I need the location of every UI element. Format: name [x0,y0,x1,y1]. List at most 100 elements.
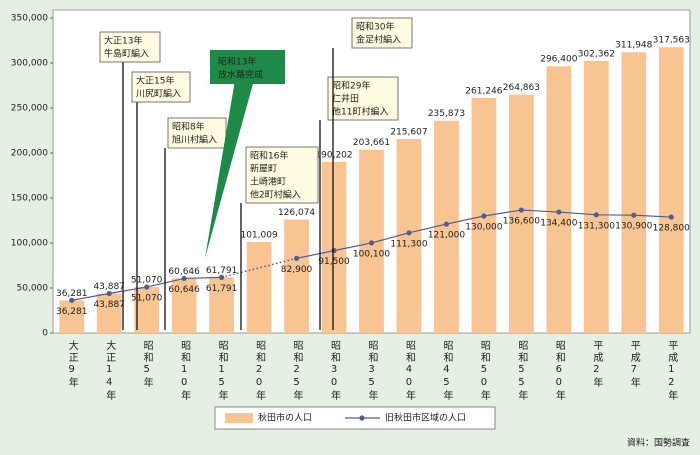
bar-label: 36,281 [56,289,88,299]
bar-label: 61,791 [206,266,238,276]
legend-label: 旧秋田市区域の人口 [385,412,466,424]
annotation-text: 大正15年 [136,75,174,87]
point-label: 130,900 [615,222,652,232]
gap-connector [221,257,297,279]
bar [509,94,534,334]
bar [284,219,309,333]
annotation-text: 他2町村編入 [250,189,301,201]
bar [583,60,609,333]
annotation-text: 他11町村編入 [332,106,388,118]
callout-box [210,50,285,84]
bar-label: 311,948 [615,41,652,51]
x-tick-label: 昭和20年 [254,340,266,402]
point-label: 91,500 [318,257,350,267]
bar-label: 235,873 [428,109,465,119]
bar [621,52,647,334]
point-label: 134,400 [540,219,577,229]
bar-label: 215,607 [390,127,427,137]
annotation-text: 昭和13年 [218,56,256,68]
annotation-text: 昭和30年 [356,21,394,33]
source: 資料：国勢調査 [627,437,690,449]
x-tick-label: 昭和55年 [516,340,528,402]
bar [209,277,234,333]
point-label: 60,646 [168,285,200,295]
point-label: 100,100 [353,249,390,259]
y-tick-label: 100,000 [11,239,48,249]
bar-label: 203,661 [353,138,390,148]
point [406,230,412,236]
annotation-text: 新屋町 [250,163,277,175]
x-tick-label: 昭和45年 [441,340,453,402]
annotation-box [351,17,413,49]
callout-pointer [205,80,254,258]
x-tick-label: 大正9年 [66,339,78,389]
x-tick-label: 昭和60年 [553,340,565,402]
y-tick-label: 50,000 [17,284,49,294]
annotation-text: 放水路完成 [218,69,263,81]
point-label: 128,800 [653,224,690,234]
bar [321,161,347,333]
x-tick-label: 大正14年 [104,339,116,402]
point-label: 51,070 [131,294,163,304]
x-tick-label: 平成12年 [666,340,678,402]
point [481,213,487,219]
annotation-box [327,76,399,121]
annotation-text: 仁井田 [332,93,359,105]
x-tick-label: 昭和15年 [216,340,228,402]
x-tick-label: 昭和25年 [291,340,303,402]
y-tick-label: 0 [42,329,48,339]
point [593,212,599,218]
x-tick-label: 昭和5年 [141,340,153,389]
point-label: 36,281 [56,307,88,317]
point [219,274,225,280]
annotation-text: 土崎港町 [250,176,286,188]
legend-label: 秋田市の人口 [258,412,312,424]
legend-swatch [225,413,253,423]
point-label: 43,887 [93,300,125,310]
point [181,275,187,282]
bar-label: 264,863 [503,83,540,93]
point [518,207,524,213]
bar-label: 190,202 [315,150,352,160]
bar-label: 302,362 [578,49,615,59]
bar [171,278,197,333]
bar [546,66,572,334]
bar-label: 261,246 [465,86,502,96]
point-label: 111,300 [390,239,427,249]
point [556,209,562,215]
point [69,297,75,303]
annotation-text: 昭和29年 [332,80,370,92]
x-tick-label: 平成7年 [628,340,640,389]
x-tick-label: 昭和35年 [366,340,378,402]
point-label: 136,600 [503,217,540,227]
annotation-text: 金足村編入 [356,34,401,46]
point [443,221,450,227]
point-label: 131,300 [578,221,615,231]
y-tick-label: 250,000 [11,104,48,114]
annotation-box [245,146,319,204]
x-tick-label: 昭和10年 [179,340,191,402]
bar-label: 296,400 [540,55,577,65]
bar [434,120,459,334]
annotation-text: 川尻町編入 [136,88,181,100]
annotation-box [131,71,191,103]
bar [96,293,122,333]
annotation-text: 牛島町編入 [104,48,149,60]
x-tick-label: 昭和40年 [403,340,415,402]
bar [396,138,422,333]
point-label: 61,791 [206,284,238,294]
y-tick-label: 150,000 [11,194,48,204]
point [293,255,300,261]
x-tick-label: 昭和50年 [478,340,490,402]
y-tick-label: 200,000 [11,149,48,159]
bar [134,287,160,333]
bar [246,242,272,333]
point [368,240,375,246]
bar-label: 43,887 [93,282,125,292]
point [331,248,337,254]
annotation-text: 旭川村編入 [172,134,217,146]
annotation-text: 昭和16年 [250,150,288,162]
point [106,290,112,297]
annotation-box [167,117,227,149]
